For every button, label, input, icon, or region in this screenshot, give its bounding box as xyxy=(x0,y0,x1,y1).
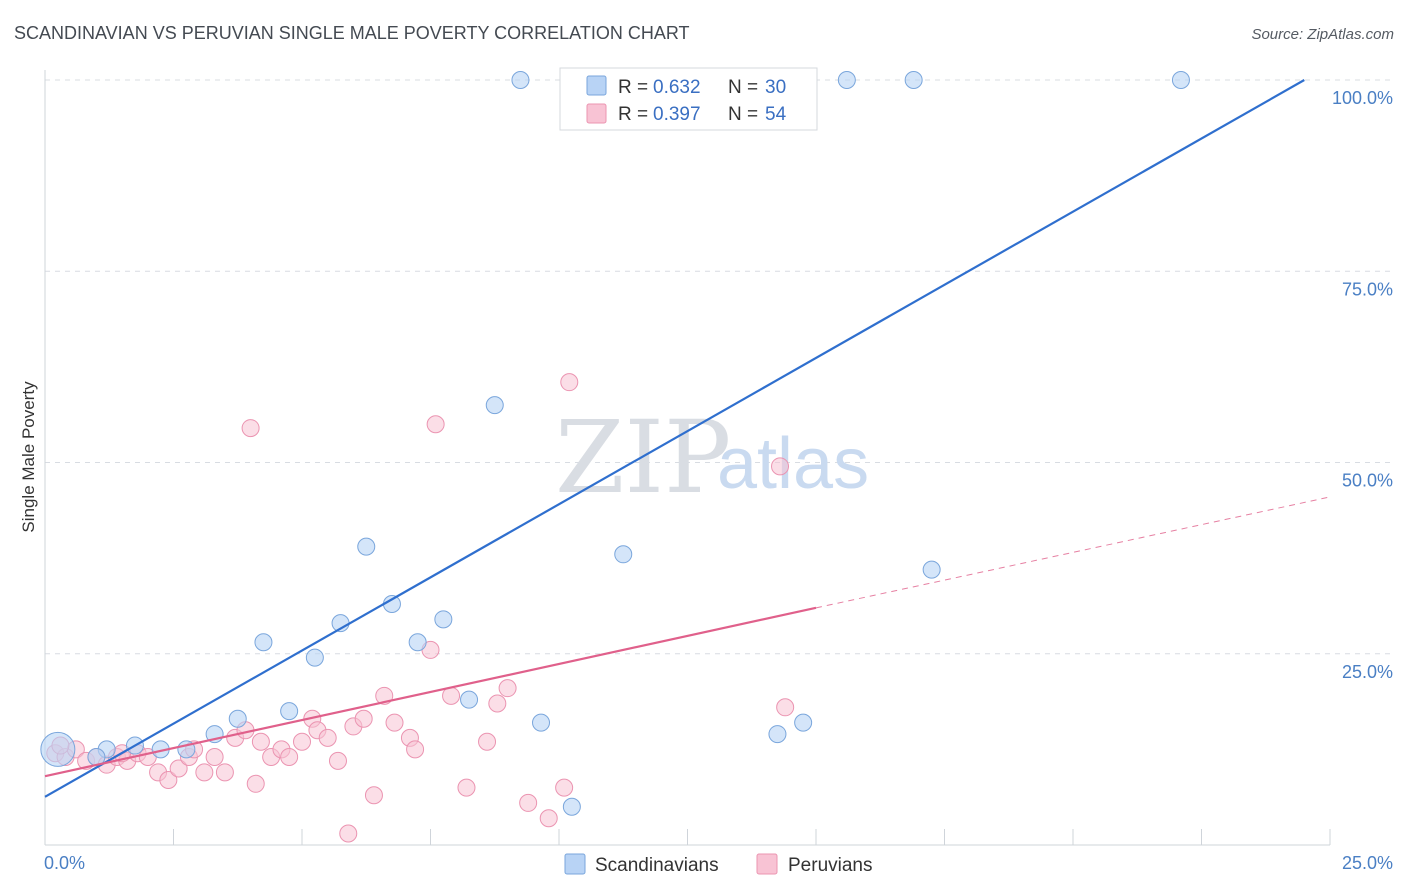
chart-title: SCANDINAVIAN VS PERUVIAN SINGLE MALE POV… xyxy=(14,23,690,43)
y-tick-label-0: 25.0% xyxy=(1342,662,1393,682)
scandinavians-point-13 xyxy=(408,633,427,652)
peruvians-point-15 xyxy=(195,763,214,782)
x-tick-labels: 0.0% 25.0% xyxy=(44,853,1393,873)
scandinavians-point-15 xyxy=(460,690,479,709)
peruvians-trend-line-extension xyxy=(815,496,1331,609)
legend-r-value-0: 0.632 xyxy=(653,77,701,98)
scandinavians-point-18 xyxy=(532,713,551,732)
peruvians-point-49 xyxy=(241,419,260,438)
x-axis-ticks xyxy=(44,829,1331,845)
scandinavians-point-21 xyxy=(614,545,633,564)
peruvians-point-51 xyxy=(776,698,795,717)
grid-lines xyxy=(45,79,1393,655)
peruvians-point-32 xyxy=(354,709,373,728)
legend-n-value-0: 30 xyxy=(765,77,786,98)
series-legend-label-peruvians: Peruvians xyxy=(788,855,873,876)
scandinavians-point-17 xyxy=(511,71,530,89)
peruvians-point-35 xyxy=(385,713,404,732)
peruvians-point-12 xyxy=(169,759,188,778)
peruvians-point-30 xyxy=(339,824,358,843)
chart-source: Source: ZipAtlas.com xyxy=(1251,26,1394,43)
scandinavians-point-28 xyxy=(1171,71,1190,89)
scandinavians-point-23 xyxy=(768,725,787,744)
legend-n-value-1: 54 xyxy=(765,104,787,125)
peruvians-point-46 xyxy=(539,809,558,828)
peruvians-point-50 xyxy=(771,457,790,476)
scandinavians-point-25 xyxy=(837,71,856,89)
scandinavians-point-24 xyxy=(794,713,813,732)
series-legend: Scandinavians Peruvians xyxy=(564,853,873,876)
scandinavians-trend-line xyxy=(44,79,1305,798)
peruvians-point-39 xyxy=(426,415,445,434)
legend-r-value-1: 0.397 xyxy=(653,104,701,125)
series-legend-swatch-peruvians xyxy=(756,853,778,875)
peruvians-point-47 xyxy=(555,778,574,797)
scandinavians-point-0 xyxy=(40,731,76,767)
trend-lines xyxy=(44,79,1331,798)
y-axis-label: Single Male Poverty xyxy=(19,381,38,533)
peruvians-point-29 xyxy=(328,751,347,770)
scandinavians-point-8 xyxy=(280,702,299,721)
peruvians-point-16 xyxy=(205,748,224,767)
series-legend-label-scandinavians: Scandinavians xyxy=(595,855,719,876)
peruvians-point-44 xyxy=(498,679,517,698)
legend-n-label-0: N = xyxy=(728,77,758,98)
scandinavians-point-16 xyxy=(485,396,504,415)
scandinavians-point-27 xyxy=(922,560,941,579)
peruvians-point-41 xyxy=(457,778,476,797)
x-tick-label-1: 25.0% xyxy=(1342,853,1393,873)
peruvians-point-11 xyxy=(159,770,178,789)
y-tick-label-3: 100.0% xyxy=(1332,88,1393,108)
peruvians-point-48 xyxy=(560,373,579,392)
peruvians-point-28 xyxy=(318,728,337,747)
peruvians-point-37 xyxy=(406,740,425,759)
stats-legend: R = 0.632 N = 30 R = 0.397 N = 54 xyxy=(559,67,818,131)
series-legend-swatch-scandinavians xyxy=(564,853,586,875)
peruvians-point-17 xyxy=(215,763,234,782)
scandinavians-point-7 xyxy=(254,633,273,652)
peruvians-point-45 xyxy=(519,793,538,812)
legend-n-label-1: N = xyxy=(728,104,758,125)
scandinavians-point-26 xyxy=(904,71,923,89)
legend-r-label-1: R = xyxy=(618,104,648,125)
scandinavians-point-19 xyxy=(562,797,581,816)
peruvians-trend-line xyxy=(44,606,817,778)
legend-swatch-peruvians xyxy=(586,103,607,124)
peruvians-point-43 xyxy=(488,694,507,713)
peruvians-point-25 xyxy=(293,732,311,751)
y-tick-labels: 25.0% 50.0% 75.0% 100.0% xyxy=(1332,88,1393,682)
peruvians-point-21 xyxy=(251,732,270,751)
legend-r-label-0: R = xyxy=(618,77,648,98)
y-tick-label-1: 50.0% xyxy=(1342,471,1393,491)
scandinavians-point-14 xyxy=(434,610,453,629)
x-tick-label-0: 0.0% xyxy=(44,853,85,873)
peruvians-point-42 xyxy=(478,732,497,751)
y-tick-label-2: 75.0% xyxy=(1342,279,1393,299)
watermark-atlas: atlas xyxy=(717,424,869,504)
scandinavians-point-9 xyxy=(305,648,324,667)
peruvians-point-33 xyxy=(364,786,383,805)
scandinavians-point-6 xyxy=(228,709,247,728)
scandinavians-point-11 xyxy=(357,537,376,556)
peruvians-point-24 xyxy=(280,748,299,767)
peruvians-point-20 xyxy=(246,774,265,793)
legend-swatch-scandinavians xyxy=(586,75,607,96)
